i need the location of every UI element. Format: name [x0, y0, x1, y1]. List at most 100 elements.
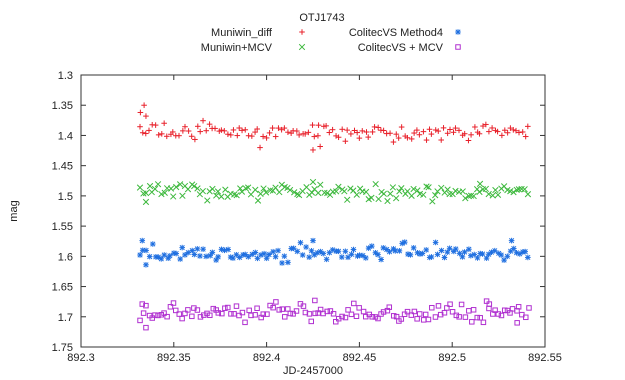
data-point: [323, 256, 330, 263]
data-point: [279, 306, 286, 312]
data-point: [282, 314, 288, 320]
data-point: [254, 255, 261, 262]
data-point: [155, 132, 162, 138]
data-point: [203, 253, 209, 260]
series-2: [137, 237, 531, 268]
x-tick-label: 892.5: [438, 352, 466, 364]
data-point: [339, 313, 345, 320]
data-point: [408, 312, 415, 318]
data-point: [339, 126, 345, 133]
data-point: [225, 304, 231, 311]
data-point: [152, 312, 158, 318]
data-point: [390, 313, 397, 319]
data-point: [408, 192, 415, 199]
data-point: [452, 246, 459, 252]
data-point: [294, 248, 301, 255]
data-point: [311, 133, 318, 140]
data-point: [516, 129, 522, 136]
data-point: [444, 186, 451, 193]
data-point: [432, 127, 439, 133]
data-point: [266, 251, 272, 258]
data-point: [233, 192, 240, 199]
data-point: [317, 181, 324, 188]
data-point: [276, 307, 282, 313]
y-tick-label: 1.55: [52, 221, 73, 233]
data-point: [161, 189, 168, 196]
data-point: [285, 259, 291, 266]
data-point: [466, 308, 472, 314]
data-point: [486, 128, 492, 135]
legend-label: ColitecVS + MCV: [358, 42, 444, 54]
data-point: [510, 189, 517, 196]
data-point: [279, 260, 285, 266]
data-point: [510, 127, 517, 133]
data-point: [498, 252, 504, 258]
data-point: [158, 256, 165, 262]
data-point: [476, 188, 483, 196]
data-point: [466, 246, 472, 253]
data-point: [462, 314, 469, 320]
data-point: [341, 188, 348, 195]
data-point: [263, 135, 270, 141]
data-point: [315, 122, 322, 128]
data-point: [326, 129, 333, 136]
data-point: [152, 122, 159, 128]
data-point: [182, 252, 188, 258]
data-point: [408, 136, 415, 142]
data-point: [516, 251, 523, 257]
legend-item: ColitecVS Method4: [349, 27, 461, 39]
data-point: [309, 122, 316, 128]
data-point: [254, 126, 260, 132]
data-point: [375, 124, 381, 131]
data-point: [273, 299, 279, 305]
data-point: [249, 133, 255, 139]
data-point: [369, 314, 375, 320]
data-point: [480, 123, 486, 129]
data-point: [312, 297, 318, 304]
data-point: [290, 245, 297, 252]
data-point: [498, 312, 505, 319]
data-point: [170, 300, 177, 306]
data-point: [151, 185, 159, 193]
data-point: [161, 310, 167, 316]
data-point: [285, 129, 291, 135]
data-point: [519, 129, 526, 135]
data-point: [294, 128, 300, 134]
data-point: [143, 302, 149, 309]
data-point: [228, 311, 234, 317]
data-point: [458, 301, 465, 308]
data-point: [438, 184, 445, 192]
legend-marker: [298, 43, 306, 51]
data-point: [189, 313, 195, 320]
data-point: [525, 123, 531, 130]
data-point: [167, 304, 174, 310]
data-point: [426, 126, 433, 133]
data-point: [176, 132, 182, 139]
data-point: [146, 127, 152, 134]
data-point: [291, 189, 298, 196]
data-point: [398, 185, 405, 192]
data-point: [453, 312, 460, 319]
data-point: [194, 185, 201, 192]
data-point: [495, 311, 502, 317]
data-point: [489, 192, 496, 199]
legend-marker: [455, 29, 461, 35]
data-point: [261, 250, 267, 257]
data-point: [222, 305, 228, 311]
legend-marker: [299, 29, 305, 35]
data-point: [143, 113, 149, 119]
data-point: [293, 308, 300, 314]
data-point: [300, 303, 307, 309]
legend-label: ColitecVS Method4: [349, 27, 443, 39]
data-point: [345, 307, 351, 313]
data-point: [310, 237, 316, 244]
data-point: [270, 304, 276, 311]
data-point: [252, 186, 259, 193]
data-point: [485, 190, 492, 198]
data-point: [523, 314, 529, 321]
data-point: [164, 313, 170, 320]
data-point: [218, 193, 225, 200]
data-point: [477, 315, 483, 321]
data-point: [323, 123, 329, 129]
